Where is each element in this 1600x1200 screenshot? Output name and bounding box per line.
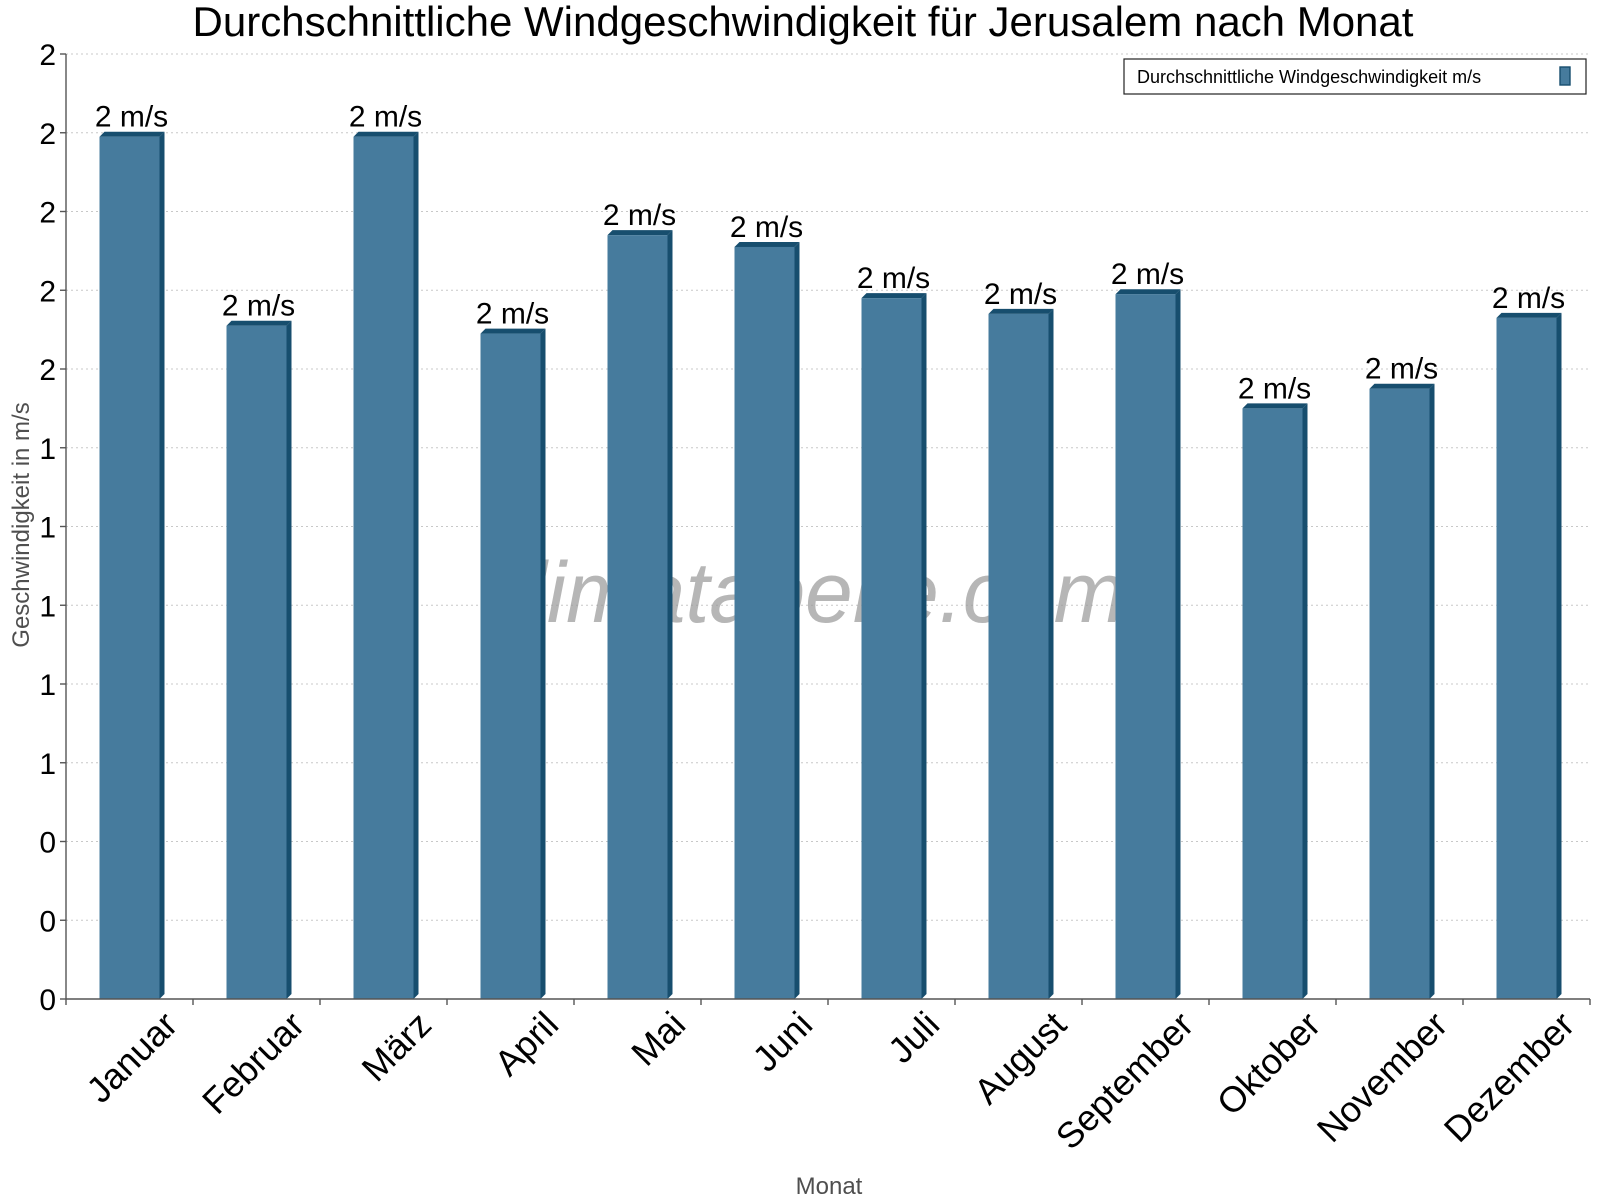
bar: 2 m/s: [476, 298, 549, 999]
bar-front: [353, 136, 414, 999]
bar-side: [921, 293, 927, 999]
bar-side: [286, 320, 292, 999]
x-tick-labels: Januar Februar März April Mai Juni Juli AugustS…: [78, 1004, 1582, 1158]
bar: 2 m/s: [1492, 282, 1565, 999]
bar-front: [226, 325, 287, 999]
bar-front: [99, 136, 160, 999]
bar-value-label: 2 m/s: [984, 278, 1057, 311]
y-axis-title: Geschwindigkeit in m/s: [8, 402, 35, 647]
bar-front: [734, 246, 795, 999]
bar-value-label: 2 m/s: [603, 199, 676, 232]
bar-top: [1115, 289, 1181, 295]
y-tick-labels: 0 0 0 1 1 1 1 1 2 2 2 2 2: [39, 39, 56, 1017]
bar-front: [1369, 388, 1430, 999]
bar-value-label: 2 m/s: [1492, 282, 1565, 315]
bar-top: [480, 328, 546, 334]
bar-top: [226, 320, 292, 326]
x-tick-label: Mai: [623, 1004, 693, 1074]
bar-series: 2 m/s 2 m/s 2 m/s 2 m/s 2 m/s 2 m/s 2 m/s 2 m/s…: [95, 101, 1565, 999]
bar-side: [1175, 289, 1181, 999]
x-tick-label: Juli: [880, 1004, 947, 1071]
bar-value-label: 2 m/s: [95, 101, 168, 134]
bar: 2 m/s: [349, 101, 422, 999]
bar-top: [1369, 383, 1435, 389]
bar: 2 m/s: [1111, 258, 1184, 999]
legend-label: Durchschnittliche Windgeschwindigkeit m/…: [1137, 67, 1481, 87]
bar: 2 m/s: [603, 199, 676, 999]
y-tick-label: 1: [39, 748, 56, 781]
y-tick-label: 2: [39, 39, 56, 72]
bar-front: [480, 333, 541, 999]
axes: [60, 53, 1591, 1005]
bar-top: [988, 308, 1054, 314]
x-tick-label: November: [1309, 1004, 1455, 1150]
bar-side: [1556, 312, 1562, 999]
y-tick-label: 1: [39, 590, 56, 623]
y-tick-label: 2: [39, 275, 56, 308]
x-tick-label: Dezember: [1436, 1004, 1582, 1150]
bar-top: [1242, 403, 1308, 409]
bar-front: [988, 313, 1049, 999]
y-tick-label: 2: [39, 354, 56, 387]
bar-value-label: 2 m/s: [1365, 353, 1438, 386]
bar-value-label: 2 m/s: [730, 211, 803, 244]
bar-value-label: 2 m/s: [349, 101, 422, 134]
bar-top: [1496, 312, 1562, 318]
gridlines: [66, 53, 1590, 921]
bar-top: [99, 131, 165, 137]
bar: 2 m/s: [730, 211, 803, 999]
bar: 2 m/s: [857, 262, 930, 999]
bar: 2 m/s: [984, 278, 1057, 999]
legend: Durchschnittliche Windgeschwindigkeit m/…: [1123, 58, 1587, 95]
legend-swatch: [1559, 66, 1571, 86]
bar-value-label: 2 m/s: [222, 290, 295, 323]
bar-value-label: 2 m/s: [1111, 258, 1184, 291]
y-tick-label: 2: [39, 197, 56, 230]
x-tick-label: Februar: [194, 1004, 312, 1122]
x-tick-label: September: [1048, 1004, 1202, 1158]
bar-front: [1242, 408, 1303, 999]
bar-top: [861, 293, 927, 299]
bar-side: [667, 230, 673, 999]
x-tick-label: April: [486, 1004, 566, 1084]
y-tick-label: 1: [39, 669, 56, 702]
bar-top: [734, 241, 800, 247]
x-tick-label: Januar: [78, 1004, 185, 1111]
bar: 2 m/s: [222, 290, 295, 999]
x-tick-label: August: [966, 1004, 1074, 1112]
bar-side: [159, 131, 165, 999]
y-tick-label: 0: [39, 905, 56, 938]
y-tick-label: 0: [39, 984, 56, 1017]
bar: 2 m/s: [1365, 353, 1438, 999]
bar-side: [794, 241, 800, 999]
x-axis-title: Monat: [796, 1173, 863, 1200]
bar-value-label: 2 m/s: [857, 262, 930, 295]
y-tick-label: 1: [39, 512, 56, 545]
y-tick-label: 2: [39, 118, 56, 151]
bar-top: [607, 230, 673, 236]
bar-side: [1429, 383, 1435, 999]
legend-box: [1123, 58, 1587, 95]
bar-side: [1302, 403, 1308, 999]
x-tick-label: Oktober: [1209, 1004, 1329, 1124]
bar-top: [353, 131, 419, 137]
bar-side: [413, 131, 419, 999]
chart-title: Durchschnittliche Windgeschwindigkeit fü…: [193, 0, 1414, 45]
y-tick-label: 1: [39, 433, 56, 466]
bar-front: [1115, 294, 1176, 999]
bar-side: [540, 328, 546, 999]
bar-side: [1048, 308, 1054, 999]
bar-front: [607, 235, 668, 999]
x-tick-label: Juni: [744, 1004, 820, 1080]
bar: 2 m/s: [1238, 372, 1311, 999]
bar: 2 m/s: [95, 101, 168, 999]
x-tick-label: März: [354, 1004, 440, 1090]
bar-value-label: 2 m/s: [476, 298, 549, 331]
y-tick-label: 0: [39, 827, 56, 860]
bar-front: [1496, 317, 1557, 999]
bar-front: [861, 298, 922, 999]
bar-value-label: 2 m/s: [1238, 372, 1311, 405]
